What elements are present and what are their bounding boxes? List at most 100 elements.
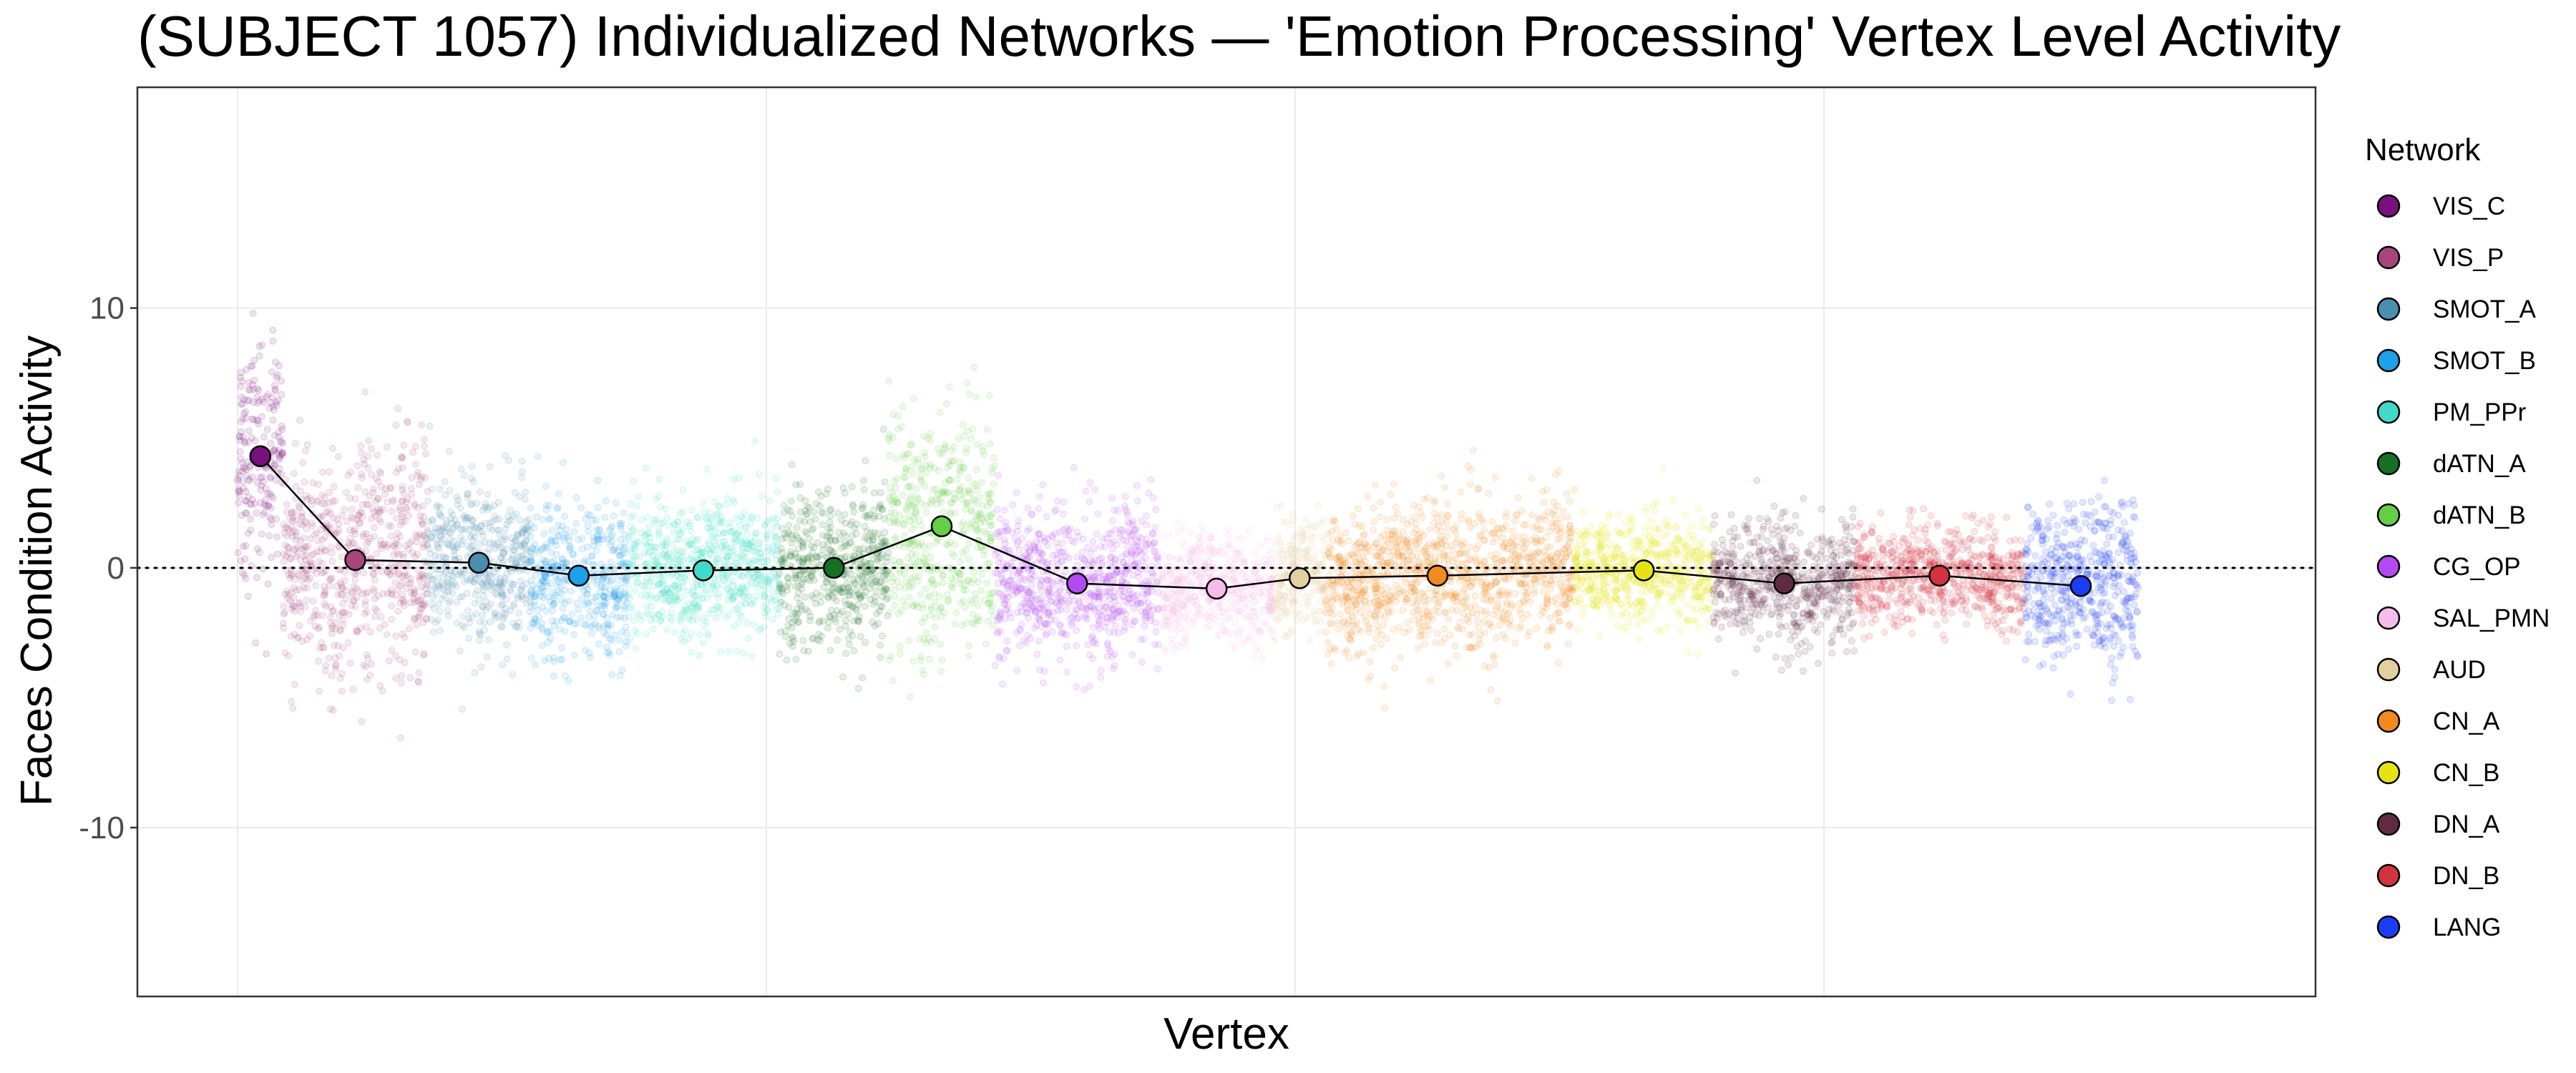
- data-point: [886, 451, 894, 459]
- data-point: [696, 631, 703, 639]
- data-point: [789, 619, 796, 627]
- data-point: [944, 597, 952, 605]
- data-point: [352, 627, 360, 635]
- data-point: [342, 489, 350, 496]
- data-point: [243, 466, 250, 474]
- data-point: [889, 677, 897, 685]
- data-point: [744, 635, 752, 642]
- data-point: [334, 591, 342, 599]
- data-point: [1284, 554, 1292, 562]
- data-point: [846, 641, 854, 649]
- data-point: [482, 606, 489, 614]
- data-point: [369, 585, 377, 592]
- data-point: [968, 508, 976, 516]
- data-point: [627, 545, 635, 553]
- data-point: [1274, 533, 1282, 541]
- data-point: [385, 657, 393, 665]
- data-point: [908, 550, 915, 558]
- data-point: [962, 499, 970, 506]
- data-point: [426, 422, 434, 430]
- data-point: [809, 525, 817, 532]
- data-point: [399, 550, 406, 558]
- data-point: [418, 421, 426, 428]
- data-point: [399, 483, 406, 490]
- data-point: [1278, 581, 1286, 589]
- data-point: [784, 574, 791, 582]
- data-point: [336, 652, 343, 660]
- data-point: [358, 514, 366, 521]
- series-points-vis_c: [234, 309, 287, 658]
- data-point: [688, 629, 696, 637]
- data-point: [842, 650, 850, 657]
- data-point: [808, 592, 816, 599]
- data-point: [351, 530, 359, 538]
- data-point: [566, 536, 574, 544]
- data-point: [879, 506, 887, 514]
- data-point: [453, 521, 461, 529]
- data-point: [1160, 591, 1168, 599]
- data-point: [905, 637, 913, 645]
- data-point: [891, 478, 899, 485]
- data-point: [670, 529, 678, 536]
- data-point: [250, 376, 258, 384]
- data-point: [824, 624, 831, 632]
- data-point: [476, 488, 484, 496]
- data-point: [844, 583, 852, 591]
- data-point: [292, 536, 300, 544]
- data-point: [960, 597, 967, 605]
- data-point: [386, 570, 394, 578]
- data-point: [302, 557, 310, 564]
- data-point: [302, 552, 310, 559]
- data-point: [338, 591, 346, 599]
- data-point: [333, 516, 341, 523]
- data-point: [240, 396, 248, 403]
- data-point: [358, 501, 366, 509]
- data-point: [534, 607, 542, 614]
- data-point: [850, 647, 858, 655]
- data-point: [363, 608, 371, 616]
- data-point: [1003, 637, 1011, 645]
- data-point: [917, 652, 925, 660]
- data-point: [902, 465, 910, 472]
- data-point: [300, 584, 308, 592]
- data-point: [293, 551, 301, 558]
- data-point: [643, 609, 650, 617]
- data-point: [1105, 573, 1113, 581]
- data-point: [264, 391, 272, 398]
- data-point: [584, 558, 592, 565]
- data-point: [1068, 622, 1075, 629]
- data-point: [1040, 599, 1048, 607]
- data-point: [371, 605, 379, 612]
- data-point: [612, 604, 620, 612]
- data-point: [1319, 559, 1327, 567]
- data-point: [1249, 604, 1257, 612]
- data-point: [295, 600, 303, 608]
- data-point: [303, 596, 311, 604]
- data-point: [1310, 557, 1318, 565]
- data-point: [924, 434, 932, 441]
- data-point: [460, 624, 468, 632]
- data-point: [973, 441, 981, 449]
- data-point: [1291, 549, 1299, 557]
- data-point: [1017, 603, 1025, 611]
- data-point: [587, 629, 595, 637]
- data-point: [407, 599, 415, 607]
- data-point: [850, 579, 858, 587]
- data-point: [371, 594, 379, 602]
- data-point: [527, 533, 535, 541]
- data-point: [1219, 608, 1226, 616]
- data-point: [388, 602, 396, 609]
- data-point: [1316, 628, 1324, 636]
- data-point: [528, 544, 536, 552]
- data-point: [286, 597, 294, 604]
- data-point: [1255, 574, 1263, 582]
- data-point: [308, 552, 316, 559]
- data-point: [269, 494, 277, 502]
- data-point: [965, 391, 973, 398]
- data-point: [626, 604, 634, 612]
- data-point: [464, 635, 472, 642]
- data-point: [649, 625, 657, 633]
- data-point: [527, 521, 535, 529]
- data-point: [1043, 559, 1051, 567]
